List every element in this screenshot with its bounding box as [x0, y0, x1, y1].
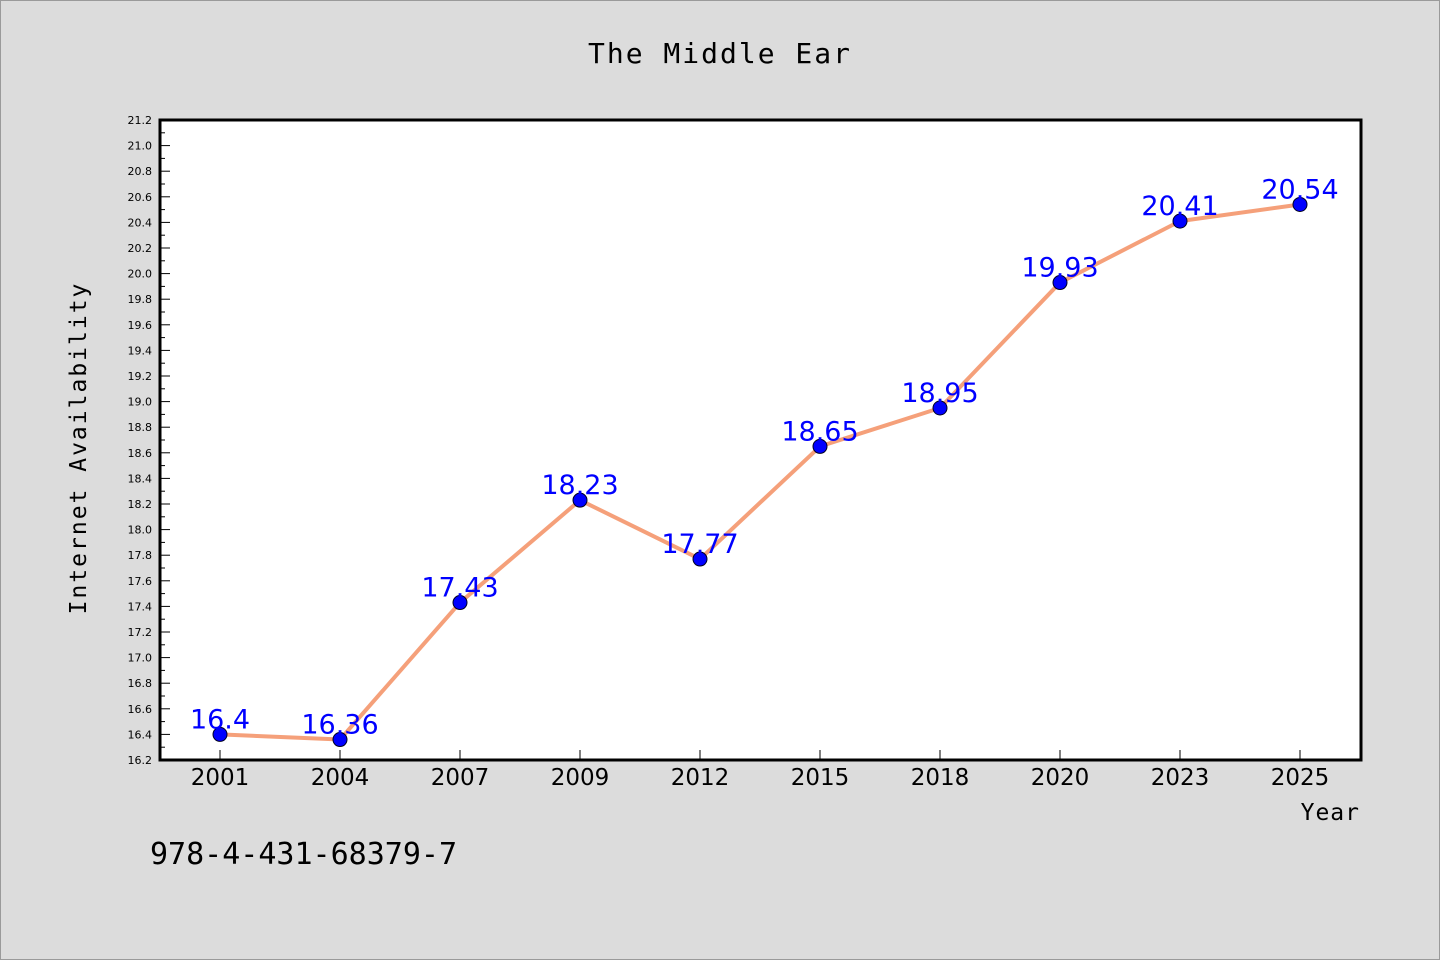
y-tick-label: 21.0	[128, 140, 153, 153]
data-point	[932, 400, 948, 416]
y-axis-label: Internet Availability	[66, 282, 92, 615]
y-tick-label: 16.4	[128, 728, 153, 741]
y-tick-label: 16.8	[128, 677, 153, 690]
x-tick-label: 2015	[791, 765, 850, 791]
x-tick-label: 2012	[671, 765, 730, 791]
y-tick-label: 20.6	[128, 191, 153, 204]
data-label: 16.4	[190, 704, 250, 735]
data-label: 20.54	[1261, 174, 1338, 205]
y-tick-label: 17.4	[128, 600, 153, 613]
chart-title: The Middle Ear	[588, 37, 852, 70]
y-tick-label: 19.0	[128, 396, 153, 409]
y-tick-label: 18.6	[128, 447, 153, 460]
x-tick-label: 2004	[311, 765, 370, 791]
data-label: 18.95	[901, 378, 978, 409]
y-tick-label: 20.4	[128, 216, 153, 229]
data-point	[1172, 213, 1188, 229]
y-tick-label: 20.0	[128, 268, 153, 281]
data-point	[692, 551, 708, 567]
x-axis-ticks: 2001 2004 2007 2009 2012 2015 2018 2020 2023 2025	[191, 750, 1330, 791]
data-label: 16.36	[301, 710, 378, 741]
y-tick-label: 17.0	[128, 652, 153, 665]
x-tick-label: 2007	[431, 765, 490, 791]
data-label: 17.43	[421, 573, 498, 604]
data-point	[1052, 275, 1068, 291]
data-point	[452, 595, 468, 611]
y-tick-label: 17.2	[128, 626, 153, 639]
y-tick-label: 18.0	[128, 524, 153, 537]
data-label: 19.93	[1021, 253, 1098, 284]
y-tick-label: 16.6	[128, 703, 153, 716]
plot-area	[158, 118, 1363, 762]
data-point	[1292, 196, 1308, 212]
y-axis-ticks: 16.2 16.4 16.6 16.8 17.0 17.2 17.4 17.6 17.8 18.0…	[128, 114, 170, 767]
footer-code: 978-4-431-68379-7	[150, 837, 457, 872]
data-point	[212, 726, 228, 742]
data-label: 18.23	[541, 470, 618, 501]
y-tick-label: 18.8	[128, 421, 153, 434]
x-tick-label: 2018	[911, 765, 970, 791]
data-label: 17.77	[661, 529, 738, 560]
series-line	[219, 202, 1301, 742]
y-tick-label: 19.8	[128, 293, 153, 306]
x-tick-label: 2001	[191, 765, 250, 791]
y-tick-label: 20.8	[128, 165, 153, 178]
data-label: 18.65	[781, 416, 858, 447]
y-tick-label: 17.8	[128, 549, 153, 562]
y-tick-label: 19.2	[128, 370, 153, 383]
y-tick-label: 18.4	[128, 472, 153, 485]
y-tick-label: 19.4	[128, 344, 153, 357]
x-tick-label: 2009	[551, 765, 610, 791]
data-point	[572, 492, 588, 508]
data-point	[812, 438, 828, 454]
x-axis-label: Year	[1301, 800, 1360, 826]
y-tick-label: 21.2	[128, 114, 153, 127]
x-tick-label: 2020	[1031, 765, 1090, 791]
data-label: 20.41	[1141, 191, 1218, 222]
x-tick-label: 2025	[1271, 765, 1330, 791]
y-tick-label: 20.2	[128, 242, 153, 255]
y-tick-label: 18.2	[128, 498, 153, 511]
data-point	[332, 732, 348, 748]
y-tick-label: 19.6	[128, 319, 153, 332]
y-tick-label: 16.2	[128, 754, 153, 767]
series-group: 16.4 16.36 17.43 18.23 17.77 18.65 18.95 19.93 2…	[190, 174, 1339, 748]
x-tick-label: 2023	[1151, 765, 1210, 791]
y-tick-label: 17.6	[128, 575, 153, 588]
